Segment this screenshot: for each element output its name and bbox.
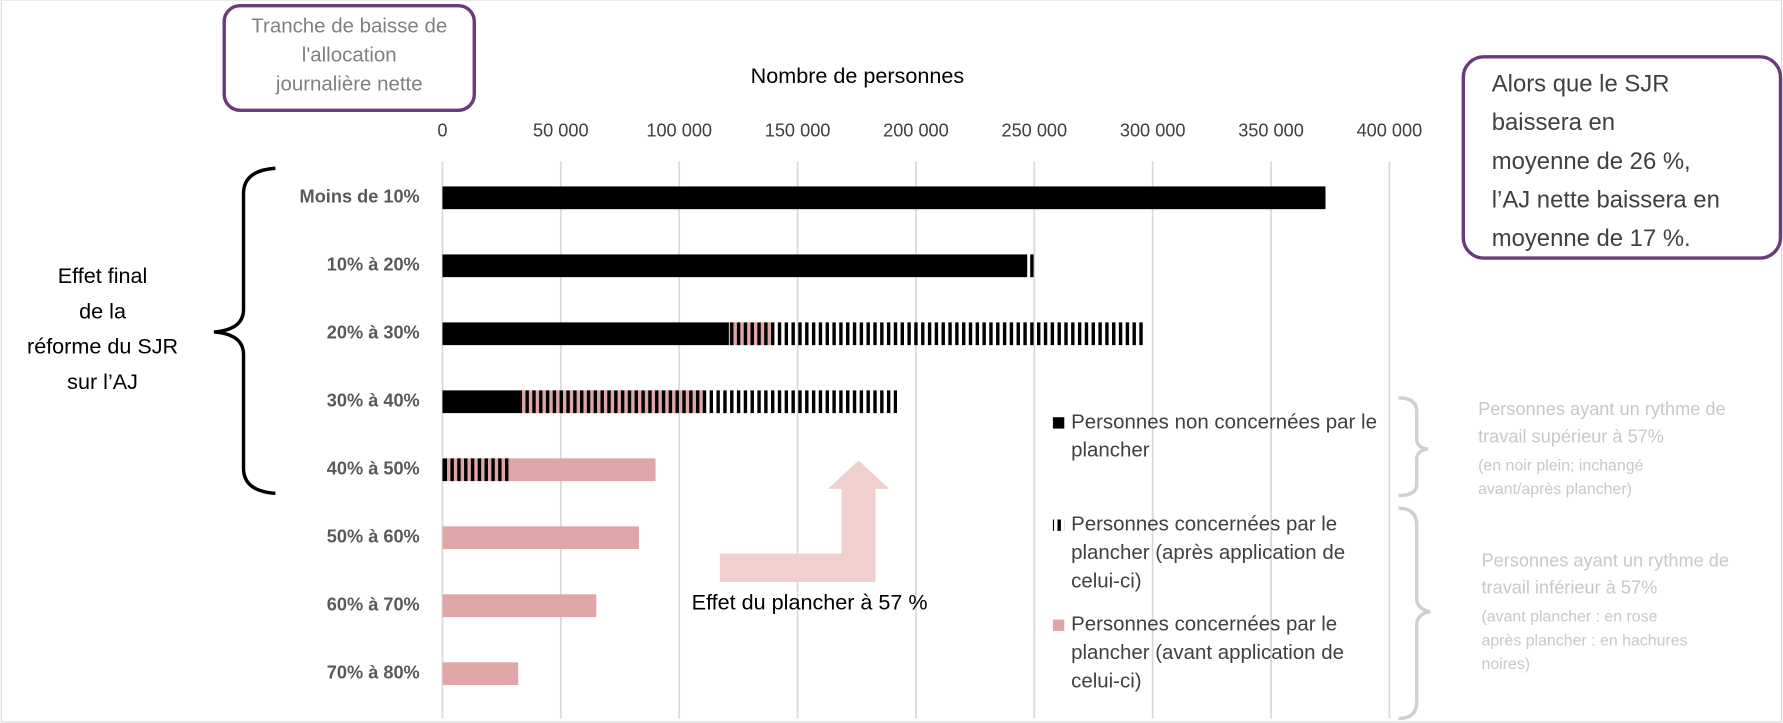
legend-swatch bbox=[1052, 519, 1065, 531]
legend-label: celui-ci) bbox=[1071, 569, 1141, 592]
bar-hatched bbox=[520, 390, 898, 414]
x-tick-label: 50 000 bbox=[533, 121, 589, 141]
bar bbox=[442, 662, 519, 686]
annotation: Effet du plancher à 57 % bbox=[692, 589, 928, 614]
note-text: (en noir plein; inchangé bbox=[1478, 457, 1644, 474]
y-tick-label: 40% à 50% bbox=[327, 459, 420, 479]
legend-label: plancher (après application de bbox=[1071, 541, 1345, 564]
bar-hatched bbox=[728, 322, 1146, 346]
legend-label: Personnes non concernées par le bbox=[1071, 410, 1377, 433]
y-tick-label: 30% à 40% bbox=[327, 391, 420, 411]
arrow bbox=[719, 460, 890, 583]
bar bbox=[442, 254, 1028, 278]
note-text: Personnes ayant un rythme de bbox=[1478, 399, 1726, 419]
x-tick-label: 250 000 bbox=[1001, 121, 1067, 141]
x-tick-label: 150 000 bbox=[765, 121, 831, 141]
note-text: (avant plancher : en rose bbox=[1481, 608, 1657, 625]
note-box bbox=[1461, 55, 1783, 260]
note-text: moyenne de 26 %, bbox=[1492, 148, 1691, 175]
y-tick-label: 60% à 70% bbox=[327, 594, 420, 614]
x-tick-label: 200 000 bbox=[883, 121, 949, 141]
legend-label: celui-ci) bbox=[1071, 669, 1141, 692]
bar-hatched bbox=[1027, 254, 1037, 278]
grid bbox=[441, 161, 1391, 719]
axis-label: l'allocation bbox=[302, 44, 397, 67]
x-tick-label: 400 000 bbox=[1357, 121, 1423, 141]
note-text: après plancher : en hachures bbox=[1481, 632, 1687, 649]
bars bbox=[442, 186, 1326, 686]
note-text: moyenne de 17 %. bbox=[1492, 225, 1691, 252]
legend-label: plancher (avant application de bbox=[1071, 641, 1344, 664]
note-text: Alors que le SJR bbox=[1492, 71, 1670, 98]
axis-label: Tranche de baisse de bbox=[251, 15, 447, 38]
y-tick-label: 10% à 20% bbox=[327, 255, 420, 275]
bar bbox=[442, 390, 521, 414]
x-tick-label: 100 000 bbox=[646, 121, 712, 141]
note-text: l’AJ nette baissera en bbox=[1492, 187, 1720, 214]
legend-swatch bbox=[1052, 417, 1065, 429]
bar bbox=[442, 458, 448, 482]
y-tick-label: 70% à 80% bbox=[327, 662, 420, 682]
bar bbox=[442, 594, 597, 618]
axis-title: Nombre de personnes bbox=[751, 63, 965, 88]
x-tick-label: 300 000 bbox=[1120, 121, 1186, 141]
note-text: noires) bbox=[1481, 656, 1530, 673]
annotation: Effet final bbox=[58, 263, 148, 288]
bar bbox=[442, 526, 639, 550]
note-text: Personnes ayant un rythme de bbox=[1481, 550, 1729, 570]
legend-label: Personnes concernées par le bbox=[1071, 513, 1337, 536]
note-text: travail supérieur à 57% bbox=[1478, 426, 1664, 446]
legend-label: Personnes concernées par le bbox=[1071, 613, 1337, 636]
bar bbox=[442, 186, 1326, 210]
brace bbox=[213, 166, 276, 496]
texts: Nombre de personnes 0 50 000 100 000 150 000… bbox=[27, 15, 1729, 693]
y-tick-label: Moins de 10% bbox=[300, 187, 420, 207]
legend-swatch bbox=[1052, 619, 1065, 631]
y-tick-label: 50% à 60% bbox=[327, 526, 420, 546]
annotation: de la bbox=[79, 298, 126, 323]
brace bbox=[1398, 396, 1429, 498]
note-text: baissera en bbox=[1492, 109, 1615, 136]
note-text: travail inférieur à 57% bbox=[1481, 578, 1657, 598]
bar bbox=[442, 322, 729, 346]
x-tick-label: 350 000 bbox=[1238, 121, 1304, 141]
note-text: avant/après plancher) bbox=[1478, 481, 1632, 498]
brace bbox=[1398, 506, 1431, 721]
x-tick-label: 0 bbox=[437, 121, 447, 141]
annotation: réforme du SJR bbox=[27, 334, 178, 359]
axis-label-box bbox=[222, 3, 477, 112]
annotation: sur l’AJ bbox=[67, 369, 138, 394]
legend-label: plancher bbox=[1071, 439, 1150, 462]
bar-hatched bbox=[447, 458, 512, 482]
axis-label: journalière nette bbox=[275, 73, 423, 96]
y-tick-label: 20% à 30% bbox=[327, 323, 420, 343]
